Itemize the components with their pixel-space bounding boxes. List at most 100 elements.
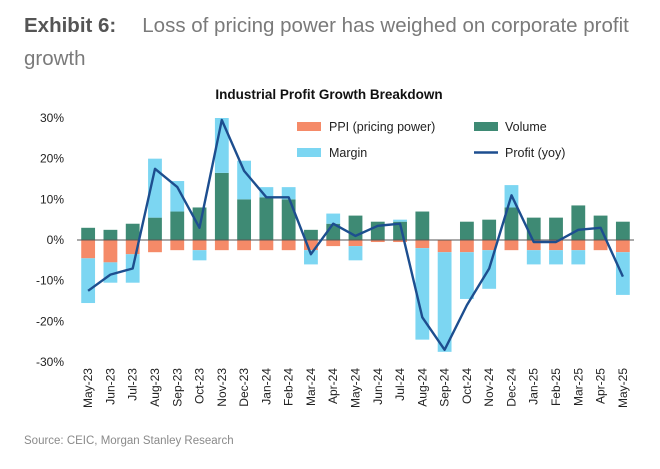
bar-volume [415,211,430,240]
source-note: Source: CEIC, Morgan Stanley Research [24,435,234,447]
x-tick-label: Jun-23 [103,368,117,405]
x-tick-label: Sep-24 [438,368,452,407]
bar-ppi [259,240,274,251]
x-tick-label: May-25 [616,368,630,408]
bar-margin [81,258,96,304]
bar-margin [170,181,185,212]
line-profit-yoy [87,118,624,351]
plot-area: 30% 20% 10% 0% -10% -20% -30% May-23 Jun-23 Jul-2… [36,111,634,408]
bar-ppi [214,240,229,251]
x-tick-label: Aug-24 [415,368,429,407]
bar-ppi [304,240,318,251]
bar-margin [549,250,563,265]
bar-volume [526,217,541,240]
exhibit-title: Loss of pricing power has weighed on cor… [24,14,629,70]
legend-label-ppi: PPI (pricing power) [329,120,435,134]
legend-label-volume: Volume [505,120,547,134]
x-tick-label: May-23 [81,368,95,408]
bar-volume [148,217,162,240]
x-tick-label: Feb-24 [282,368,296,406]
x-tick-label: Dec-24 [504,368,518,407]
chart-legend: PPI (pricing power) Volume Margin Profit… [297,120,565,160]
bar-ppi [148,240,162,253]
exhibit-heading: Exhibit 6: Loss of pricing power has weig… [24,9,644,75]
bar-margin [393,219,407,222]
bar-ppi [615,240,630,253]
x-tick-label: Mar-25 [571,368,585,406]
bar-ppi [103,240,118,263]
bar-margin [259,187,274,198]
bar-volume [504,207,519,240]
bar-margin [237,160,252,200]
bar-margin [526,250,541,265]
bar-ppi [482,240,497,251]
bar-volume [170,211,185,240]
bar-ppi [170,240,185,251]
bar-margin [571,250,586,265]
bar-margin [326,213,341,224]
y-tick-label: 30% [40,111,64,125]
chart-title: Industrial Profit Growth Breakdown [215,87,442,102]
bar-ppi [192,240,207,251]
bar-volume [125,223,140,240]
x-tick-label: Jan-25 [527,368,541,405]
y-tick-label: 20% [40,152,64,166]
y-tick-label: 0% [47,233,65,247]
bar-ppi [437,240,452,253]
x-tick-label: Nov-24 [482,368,496,407]
bar-volume [571,205,586,240]
x-tick-label: Mar-24 [304,368,318,406]
bar-margin [304,250,318,265]
bar-margin [437,252,452,352]
bar-ppi [504,240,519,251]
exhibit-label: Exhibit 6: [24,14,117,37]
bar-margin [459,252,474,299]
bar-ppi [281,240,296,251]
x-tick-label: Sep-23 [170,368,184,407]
y-tick-label: -20% [36,314,64,328]
bar-volume [281,199,296,240]
x-tick-label: Jul-24 [393,368,407,401]
bar-margin [148,158,162,218]
x-tick-label: Apr-24 [326,368,340,404]
bar-margin [615,252,630,295]
x-tick-label: Nov-23 [215,368,229,407]
x-tick-label: Feb-25 [549,368,563,406]
bar-volume [103,229,118,240]
x-tick-label: Oct-24 [460,368,474,404]
bar-margin [348,246,363,261]
bar-ppi [326,240,341,247]
bar-volume [549,217,563,240]
bar-volume [237,199,252,240]
bar-ppi [571,240,586,251]
bar-ppi [370,240,385,243]
x-tick-label: Oct-23 [193,368,207,404]
bar-ppi [549,240,563,251]
x-tick-label: May-24 [349,368,363,408]
bar-ppi [348,240,363,247]
y-tick-label: 10% [40,192,64,206]
legend-label-margin: Margin [329,146,367,160]
bar-volume [615,221,630,240]
bar-margin [192,250,207,261]
bar-volume [214,172,229,240]
legend-swatch-ppi [297,122,321,131]
y-tick-label: -30% [36,355,64,369]
bar-volume [482,219,497,240]
bar-volume [81,227,96,240]
x-tick-label: Jan-24 [259,368,273,405]
bar-volume [304,229,318,240]
bar-ppi [393,240,407,243]
bar-ppi [593,240,608,251]
bar-volume [459,221,474,240]
bar-volume [259,197,274,240]
legend-label-profit: Profit (yoy) [505,146,565,160]
legend-swatch-volume [474,122,498,131]
y-tick-label: -10% [36,274,64,288]
x-tick-label: Jun-24 [371,368,385,405]
bar-margin [415,248,430,340]
bar-ppi [81,240,96,259]
x-tick-label: Aug-23 [148,368,162,407]
bar-ppi [459,240,474,253]
